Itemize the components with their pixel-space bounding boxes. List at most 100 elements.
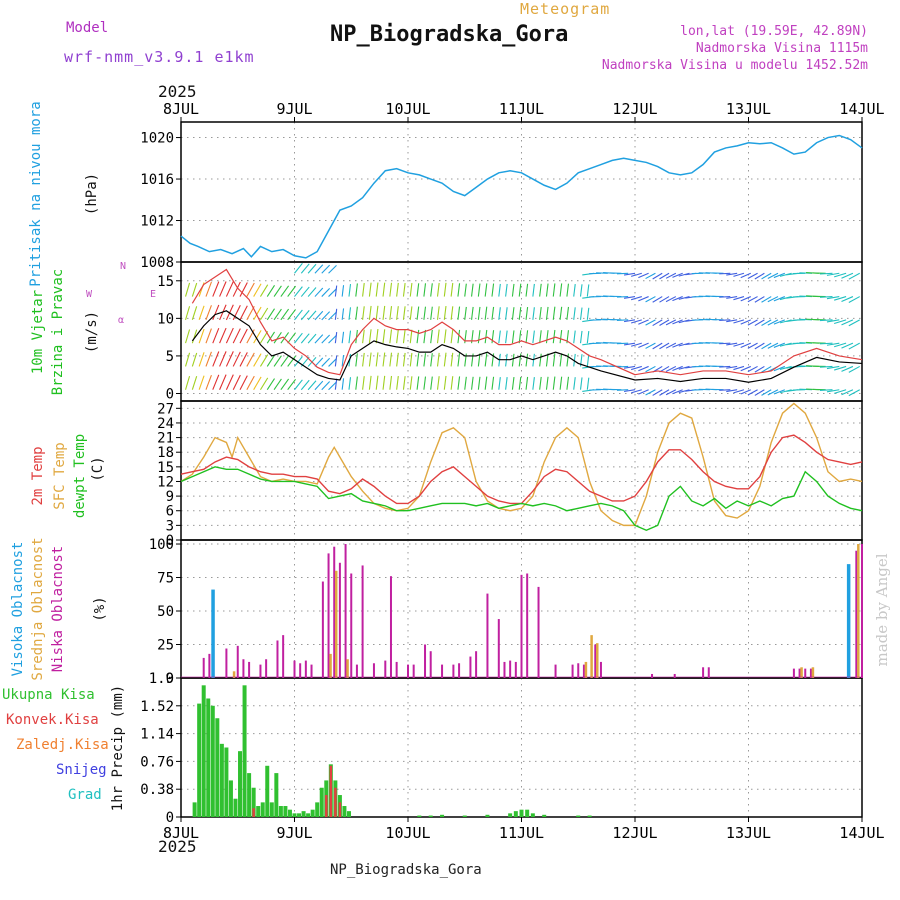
cloud-low-bar: [384, 660, 387, 678]
wind-barb: [819, 342, 833, 345]
precip-convective-bar: [325, 795, 328, 817]
wind-barb: [450, 282, 454, 297]
wind-barb: [559, 353, 563, 367]
wind-barb: [225, 281, 234, 297]
wind-barb: [396, 329, 399, 344]
wind-barb: [665, 296, 677, 303]
wind-barb: [566, 283, 570, 297]
precip-total-bar: [265, 765, 270, 817]
wind-barb: [334, 355, 338, 367]
precip-total-bar: [542, 814, 547, 817]
wind-barb: [436, 352, 440, 367]
wind-barb: [726, 389, 738, 393]
wind-barb: [645, 296, 656, 303]
cloud-low-bar: [458, 663, 461, 678]
wind-barb: [579, 284, 583, 297]
wind-barb: [672, 296, 683, 302]
wind-barb: [848, 342, 860, 350]
wind-barb: [328, 334, 337, 344]
wind-barb: [552, 306, 556, 320]
wind-barb: [566, 353, 570, 367]
wind-barb: [630, 365, 642, 371]
wind-barb: [430, 353, 433, 367]
wind-barb: [321, 357, 331, 367]
cloud-low-bar: [855, 550, 858, 678]
wind-barb: [539, 283, 542, 297]
wind-barb: [341, 331, 345, 344]
wind-gust-line: [191, 268, 863, 376]
wind-barb: [314, 287, 324, 297]
wind-barb: [402, 376, 406, 390]
wind-barb: [246, 282, 255, 297]
wind-barb: [205, 305, 212, 321]
wind-barb: [623, 365, 636, 369]
wind-barb: [579, 377, 583, 390]
y-tick-label: 0: [166, 386, 174, 402]
wind-barb: [232, 305, 241, 321]
wind-barb: [841, 365, 854, 372]
wind-barb: [652, 296, 663, 303]
model-name: wrf-nmm_v3.9.1 e1km: [64, 48, 255, 66]
wind-barb: [525, 353, 529, 367]
wind-barb: [477, 376, 481, 390]
wind-barb: [423, 329, 427, 344]
y-tick-label: 6: [166, 504, 174, 520]
cloud-low-bar: [304, 660, 307, 678]
wind-barb: [539, 376, 542, 390]
wind-barb: [382, 282, 386, 297]
wind-barb: [754, 389, 765, 396]
wind-barb: [511, 376, 515, 390]
wind-barb: [484, 283, 488, 297]
precip-convective-bar: [252, 808, 255, 817]
wind-barb: [505, 283, 508, 297]
cloud-low-bar: [412, 664, 415, 678]
wind-barb: [505, 377, 508, 390]
wind-barb: [375, 352, 379, 367]
wind-barb: [552, 329, 556, 344]
precip-total-bar: [219, 743, 224, 817]
precip-convective-bar: [329, 765, 333, 817]
wind-barb: [355, 353, 358, 367]
wind-barb: [586, 331, 590, 344]
cloud-high-bar: [211, 589, 215, 678]
wind-barb: [826, 365, 840, 370]
wind-barb: [232, 351, 241, 367]
wind-barb: [761, 296, 772, 303]
compass-w: W: [86, 289, 93, 300]
precip-total-bar: [238, 751, 243, 817]
wind-barb: [672, 389, 683, 395]
wind-barb: [287, 309, 296, 321]
wind-barb: [726, 319, 738, 323]
lonlat-label: lon,lat (19.59E, 42.89N): [680, 24, 868, 39]
wind-barb: [389, 282, 393, 297]
wind-barb: [484, 329, 488, 344]
wind-barb: [733, 365, 745, 371]
precip-total-bar: [513, 811, 518, 817]
wind-barb: [484, 306, 488, 320]
wind-barb: [525, 307, 529, 320]
wind-barb: [645, 319, 656, 326]
precip-total-bar: [319, 787, 324, 817]
precip-total-bar: [215, 718, 220, 817]
precip-total-bar: [417, 815, 422, 817]
y-tick-label: 5: [166, 349, 174, 365]
precip-total-bar: [576, 815, 581, 817]
precip-total-bar: [440, 814, 445, 817]
wind-barb: [638, 389, 649, 395]
wind-barb: [747, 319, 758, 326]
x-tick-label-top: 10JUL: [385, 100, 430, 118]
wind-barb: [719, 319, 731, 321]
wind-barb: [761, 389, 772, 396]
y-tick-label: 0: [166, 810, 174, 826]
compass-n: N: [120, 261, 127, 272]
wind-barb: [545, 330, 549, 344]
y-tick-label: 25: [157, 638, 174, 654]
wind-barb: [819, 272, 833, 275]
wind-barb: [672, 319, 683, 325]
wind-barb: [457, 306, 461, 320]
precip-total-bar: [274, 773, 279, 817]
wind-barb: [545, 353, 549, 367]
precip-total-bar: [287, 809, 292, 817]
wind-barb: [767, 389, 779, 396]
cloud-low-bar: [514, 661, 517, 678]
